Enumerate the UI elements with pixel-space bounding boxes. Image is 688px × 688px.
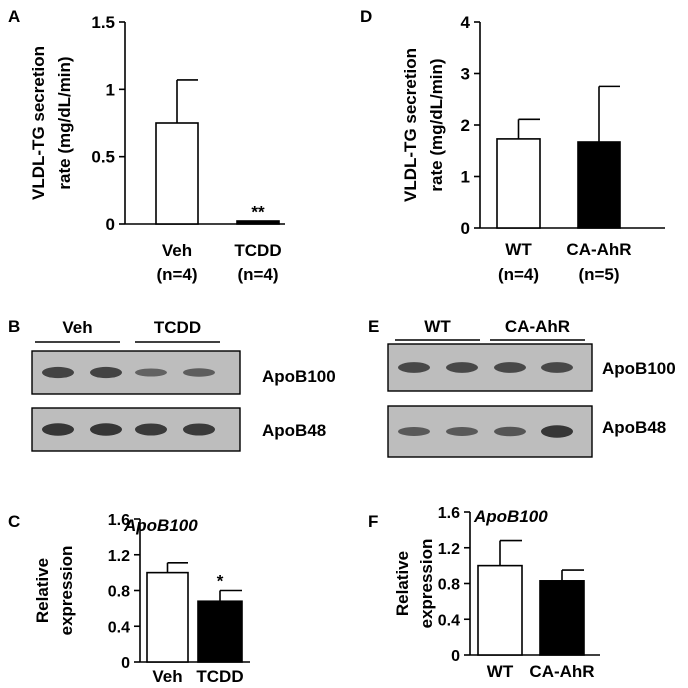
y-tick-label: 1.2	[438, 541, 460, 558]
panel-letter: A	[8, 7, 20, 26]
bar-wt	[477, 564, 523, 656]
y-tick-label: 1	[461, 168, 470, 187]
y-axis-label: VLDL-TG secretion	[401, 48, 420, 202]
y-tick-label: 0.4	[108, 619, 130, 636]
chart-panel-d: D 0 1 2 3 4 VLDL-TG secretion rate (mg/dL/min) W…	[360, 7, 665, 284]
panel-letter: F	[368, 512, 378, 531]
y-axis-label: rate (mg/dL/min)	[55, 56, 74, 189]
y-tick-label: 0	[106, 215, 115, 234]
y-tick-label: 1.6	[438, 505, 460, 522]
x-category-label: CA-AhR	[529, 662, 594, 681]
y-tick-label: 1	[106, 80, 115, 99]
y-tick-label: 1.2	[108, 548, 130, 565]
bar-veh	[155, 122, 199, 225]
blot-group-label: Veh	[62, 318, 92, 337]
y-tick-label: 2	[461, 116, 470, 135]
y-tick-label: 1.5	[91, 13, 115, 32]
western-blot-panel-e: E WT CA-AhR ApoB100 ApoB48	[368, 317, 676, 458]
bar-ca-ahr	[577, 141, 621, 229]
blot-band	[183, 368, 215, 377]
blot-band	[183, 423, 215, 436]
x-category-label: WT	[487, 662, 514, 681]
x-category-sublabel: (n=5)	[578, 265, 619, 284]
x-category-label: Veh	[162, 241, 192, 260]
x-category-sublabel: (n=4)	[498, 265, 539, 284]
y-axis-label: Relative	[393, 551, 412, 616]
bar-wt	[496, 138, 541, 229]
blot-band	[446, 362, 478, 373]
panel-letter: B	[8, 317, 20, 336]
panel-letter: E	[368, 317, 379, 336]
blot-band-label: ApoB100	[602, 359, 676, 378]
blot-group-label: WT	[424, 317, 451, 336]
x-category-label: Veh	[152, 667, 182, 686]
y-axis-label: rate (mg/dL/min)	[427, 58, 446, 191]
panel-letter: D	[360, 7, 372, 26]
blot-band	[42, 366, 74, 379]
blot-group-label: TCDD	[154, 318, 201, 337]
bar-tcdd	[197, 600, 243, 663]
blot-group-label: CA-AhR	[505, 317, 570, 336]
blot-band	[541, 362, 573, 373]
blot-band	[135, 368, 167, 377]
blot-band-label: ApoB48	[262, 421, 326, 440]
y-tick-label: 4	[461, 13, 471, 32]
western-blot-panel-b: B Veh TCDD ApoB100 ApoB48	[8, 317, 336, 452]
blot-band	[494, 426, 526, 437]
x-category-label: CA-AhR	[566, 240, 631, 259]
blot-band	[135, 423, 167, 436]
blot-band-label: ApoB48	[602, 418, 666, 437]
y-tick-label: 0.8	[108, 584, 130, 601]
x-category-label: TCDD	[234, 241, 281, 260]
blot-band	[446, 427, 478, 436]
chart-panel-c: C 0 0.4 0.8 1.2 1.6 Relative expression ApoB100 V…	[8, 512, 250, 686]
y-tick-label: 1.6	[108, 512, 130, 529]
blot-band	[398, 427, 430, 436]
x-category-sublabel: (n=4)	[237, 265, 278, 284]
y-tick-label: 0.8	[438, 577, 460, 594]
y-tick-label: 0	[451, 648, 460, 665]
chart-title: ApoB100	[473, 507, 548, 526]
chart-panel-f: F 0 0.4 0.8 1.2 1.6 Relative expression ApoB100 W…	[368, 505, 600, 681]
chart-title: ApoB100	[123, 516, 198, 535]
blot-band	[90, 423, 122, 436]
y-tick-label: 0	[461, 219, 470, 238]
y-tick-label: 0.5	[91, 148, 115, 167]
y-tick-label: 0	[121, 655, 130, 672]
x-category-label: WT	[505, 240, 532, 259]
y-axis-label: expression	[57, 546, 76, 636]
chart-panel-a: A 0 0.5 1 1.5 VLDL-TG secretion rate (mg/dL/mi…	[8, 7, 285, 284]
blot-band	[90, 366, 122, 379]
y-tick-label: 0.4	[438, 612, 460, 629]
x-category-sublabel: (n=4)	[156, 265, 197, 284]
y-tick-label: 3	[461, 65, 470, 84]
blot-band	[494, 362, 526, 373]
bar-ca-ahr	[539, 580, 585, 656]
y-axis-label: VLDL-TG secretion	[29, 46, 48, 200]
blot-band-label: ApoB100	[262, 367, 336, 386]
bar-veh	[146, 571, 189, 663]
y-axis-label: expression	[417, 539, 436, 629]
blot-band	[541, 425, 573, 438]
x-category-label: TCDD	[196, 667, 243, 686]
panel-letter: C	[8, 512, 20, 531]
blot-band	[398, 362, 430, 373]
y-axis-label: Relative	[33, 558, 52, 623]
significance-marker: *	[217, 572, 224, 591]
blot-band	[42, 423, 74, 436]
significance-marker: **	[251, 202, 265, 221]
